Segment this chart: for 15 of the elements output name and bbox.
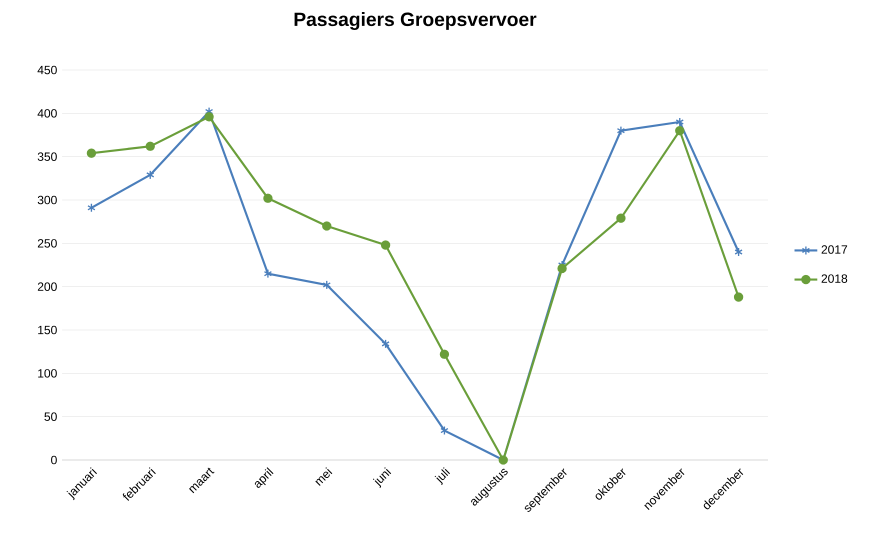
y-tick-label: 250 <box>38 239 57 248</box>
chart-title: Passagiers Groepsvervoer <box>294 12 536 30</box>
y-tick-label: 50 <box>44 412 57 421</box>
y-tick-label: 350 <box>38 152 57 161</box>
y-tick-label: 400 <box>38 109 57 118</box>
y-tick-label: 0 <box>51 456 57 464</box>
legend-label: 2018 <box>822 274 848 283</box>
y-tick-label: 100 <box>38 369 57 378</box>
legend-label: 2017 <box>822 245 848 254</box>
y-tick-label: 150 <box>38 326 57 334</box>
y-tick-label: 300 <box>38 196 57 204</box>
y-tick-label: 200 <box>38 282 57 291</box>
x-tick-label: mei <box>315 467 332 486</box>
y-tick-label: 450 <box>38 66 57 74</box>
x-tick-label: juli <box>434 467 450 486</box>
